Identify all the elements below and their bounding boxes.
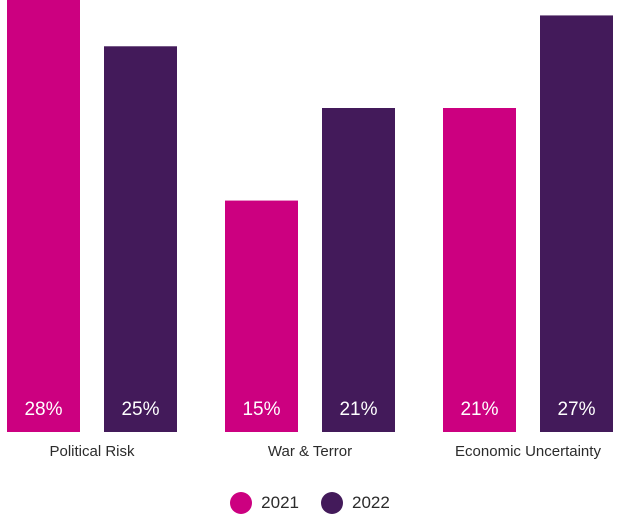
legend-swatch-2021 <box>230 492 253 514</box>
bar-2022-2 <box>540 15 613 433</box>
legend-item-2021: 2021 <box>230 492 299 514</box>
category-label: Economic Uncertainty <box>455 443 601 460</box>
legend-swatch-2022 <box>321 492 343 514</box>
bar-value-label: 28% <box>24 399 62 420</box>
legend-label-2021: 2021 <box>261 493 299 512</box>
legend-label-2022: 2022 <box>352 493 390 512</box>
category-label: War & Terror <box>268 443 352 460</box>
bar-2022-0 <box>104 46 177 433</box>
bar-value-label: 27% <box>557 399 595 420</box>
bar-2021-2 <box>443 108 516 432</box>
bar-value-label: 21% <box>460 399 498 420</box>
legend-item-2022: 2022 <box>321 492 390 514</box>
bar-2022-1 <box>322 108 395 432</box>
category-label: Political Risk <box>49 443 135 460</box>
bar-2021-1 <box>225 200 298 432</box>
bar-value-label: 25% <box>121 399 159 420</box>
legend: 2021 2022 <box>0 487 620 519</box>
bar-chart: 28% 25% Political Risk 15% 21% War & Terror 21… <box>7 0 613 460</box>
bar-2021-0 <box>7 0 80 432</box>
bar-value-label: 15% <box>242 399 280 420</box>
bar-value-label: 21% <box>339 399 377 420</box>
